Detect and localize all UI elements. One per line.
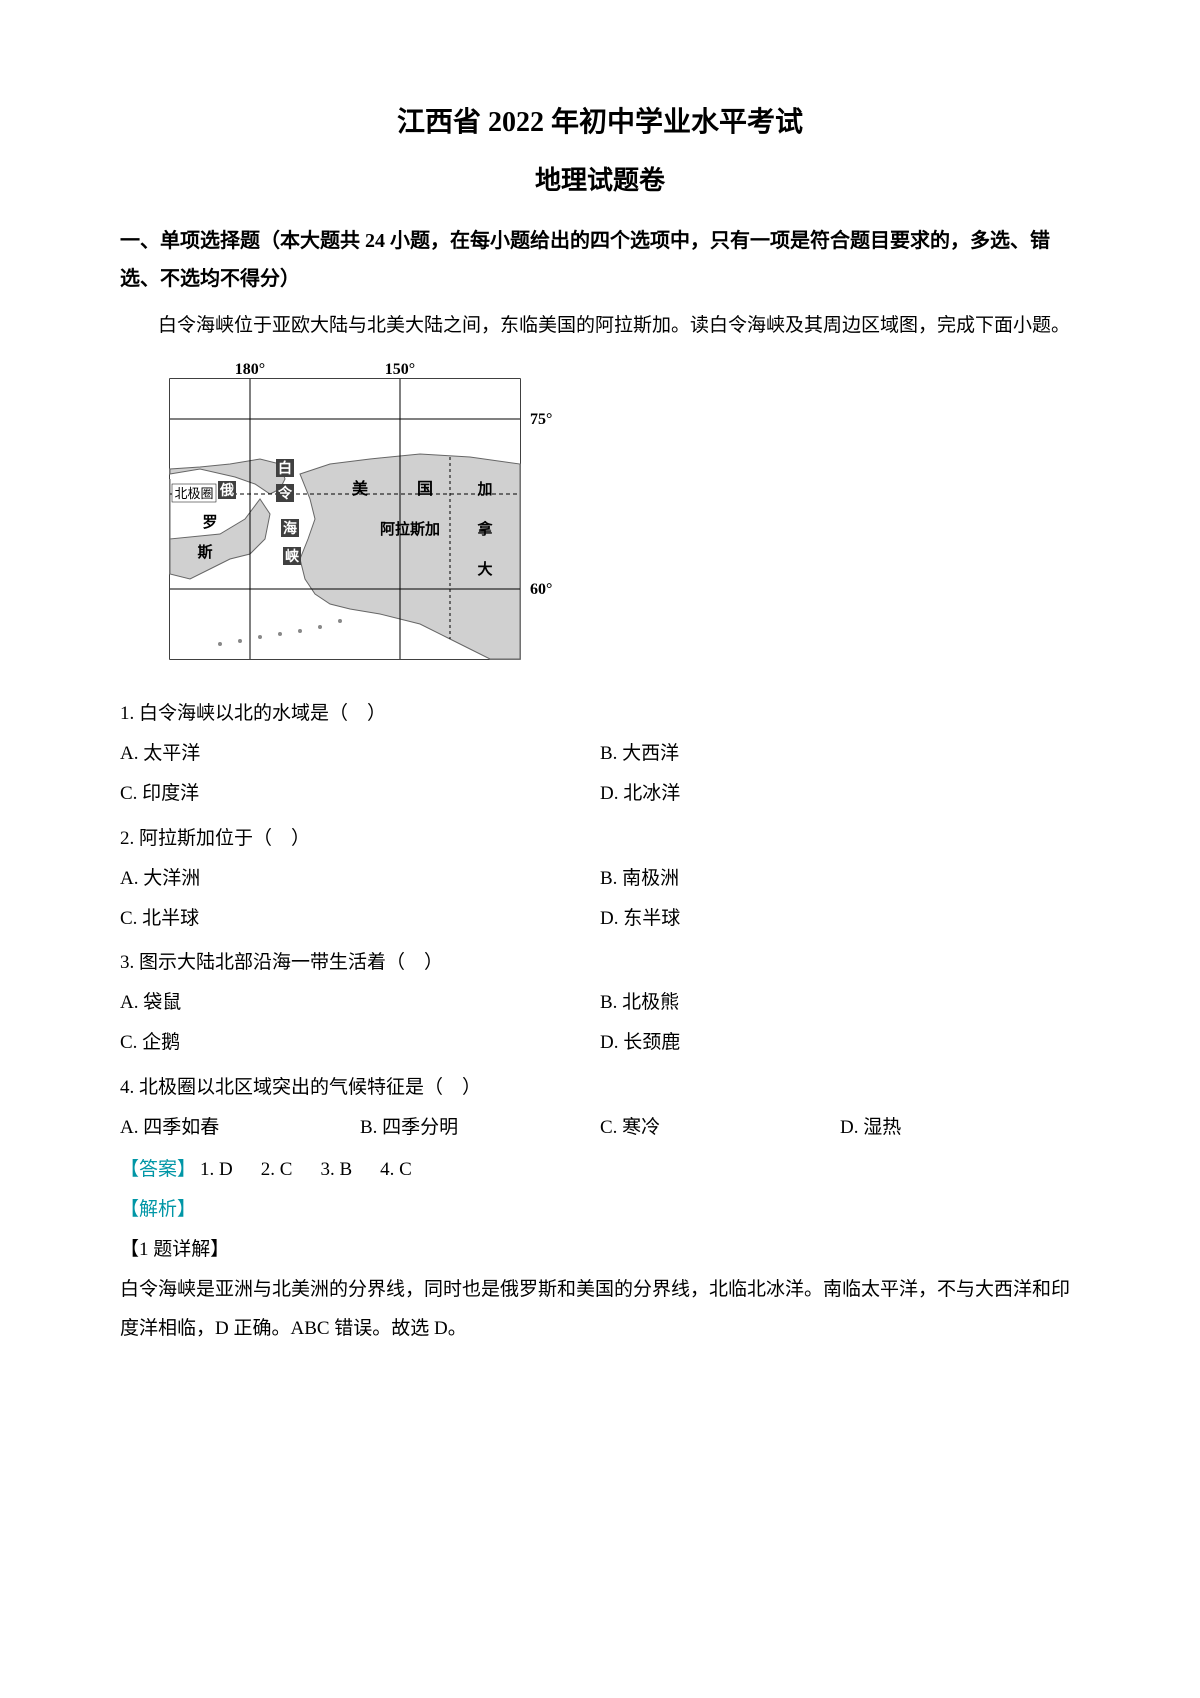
main-title: 江西省 2022 年初中学业水平考试 bbox=[120, 100, 1080, 140]
options-row: A. 太平洋B. 大西洋 bbox=[120, 734, 1080, 774]
questions-container: 1. 白令海峡以北的水域是（ ）A. 太平洋B. 大西洋C. 印度洋D. 北冰洋… bbox=[120, 694, 1080, 1148]
svg-text:大: 大 bbox=[477, 560, 492, 578]
answer-item: 4. C bbox=[380, 1159, 412, 1180]
options-row: C. 印度洋D. 北冰洋 bbox=[120, 774, 1080, 814]
option: C. 寒冷 bbox=[600, 1108, 840, 1148]
answer-item: 3. B bbox=[320, 1159, 352, 1180]
svg-text:加: 加 bbox=[476, 481, 492, 498]
svg-text:美: 美 bbox=[352, 479, 369, 498]
options-row: A. 大洋洲B. 南极洲 bbox=[120, 859, 1080, 899]
options-row: C. 北半球D. 东半球 bbox=[120, 899, 1080, 939]
svg-text:阿拉斯加: 阿拉斯加 bbox=[380, 520, 440, 538]
bering-strait-map: 180° 150° 75° 60° 北极圈 俄 罗 斯 白 令 海 峡 美 国 … bbox=[150, 359, 570, 679]
svg-text:俄: 俄 bbox=[219, 482, 234, 499]
option: D. 湿热 bbox=[840, 1108, 1080, 1148]
answer-line: 【答案】1. D 2. C 3. B 4. C bbox=[120, 1150, 1080, 1190]
svg-text:令: 令 bbox=[277, 485, 293, 502]
answer-values: 1. D 2. C 3. B 4. C bbox=[200, 1159, 440, 1180]
option: B. 大西洋 bbox=[600, 734, 1080, 774]
detail-heading: 【1 题详解】 bbox=[120, 1230, 1080, 1270]
option: A. 太平洋 bbox=[120, 734, 600, 774]
svg-text:斯: 斯 bbox=[197, 543, 212, 561]
option: C. 企鹅 bbox=[120, 1023, 600, 1063]
option: D. 北冰洋 bbox=[600, 774, 1080, 814]
svg-text:75°: 75° bbox=[530, 411, 552, 428]
question-text: 2. 阿拉斯加位于（ ） bbox=[120, 819, 1080, 859]
option: A. 大洋洲 bbox=[120, 859, 600, 899]
svg-text:60°: 60° bbox=[530, 581, 552, 598]
svg-text:峡: 峡 bbox=[285, 548, 300, 565]
option: D. 长颈鹿 bbox=[600, 1023, 1080, 1063]
option: D. 东半球 bbox=[600, 899, 1080, 939]
answer-item: 1. D bbox=[200, 1159, 233, 1180]
intro-paragraph: 白令海峡位于亚欧大陆与北美大陆之间，东临美国的阿拉斯加。读白令海峡及其周边区域图… bbox=[120, 308, 1080, 344]
section-heading: 一、单项选择题（本大题共 24 小题，在每小题给出的四个选项中，只有一项是符合题… bbox=[120, 222, 1080, 298]
svg-text:拿: 拿 bbox=[476, 520, 493, 538]
option: B. 北极熊 bbox=[600, 983, 1080, 1023]
options-row: C. 企鹅D. 长颈鹿 bbox=[120, 1023, 1080, 1063]
sub-title: 地理试题卷 bbox=[120, 160, 1080, 197]
svg-text:罗: 罗 bbox=[202, 514, 217, 531]
svg-text:180°: 180° bbox=[235, 361, 265, 378]
question-text: 1. 白令海峡以北的水域是（ ） bbox=[120, 694, 1080, 734]
option: C. 北半球 bbox=[120, 899, 600, 939]
svg-text:150°: 150° bbox=[385, 361, 415, 378]
svg-text:白: 白 bbox=[278, 460, 292, 477]
svg-text:海: 海 bbox=[283, 520, 297, 537]
options-row: A. 四季如春B. 四季分明C. 寒冷D. 湿热 bbox=[120, 1108, 1080, 1148]
answer-label: 【答案】 bbox=[120, 1159, 196, 1180]
svg-text:国: 国 bbox=[417, 480, 433, 498]
question-text: 3. 图示大陆北部沿海一带生活着（ ） bbox=[120, 943, 1080, 983]
analysis-label: 【解析】 bbox=[120, 1190, 1080, 1230]
options-row: A. 袋鼠B. 北极熊 bbox=[120, 983, 1080, 1023]
svg-text:北极圈: 北极圈 bbox=[174, 486, 213, 501]
question-text: 4. 北极圈以北区域突出的气候特征是（ ） bbox=[120, 1068, 1080, 1108]
option: B. 四季分明 bbox=[360, 1108, 600, 1148]
option: A. 四季如春 bbox=[120, 1108, 360, 1148]
answer-item: 2. C bbox=[261, 1159, 293, 1180]
map-figure: 180° 150° 75° 60° 北极圈 俄 罗 斯 白 令 海 峡 美 国 … bbox=[150, 359, 1080, 679]
option: B. 南极洲 bbox=[600, 859, 1080, 899]
detail-text: 白令海峡是亚洲与北美洲的分界线，同时也是俄罗斯和美国的分界线，北临北冰洋。南临太… bbox=[120, 1270, 1080, 1350]
option: A. 袋鼠 bbox=[120, 983, 600, 1023]
option: C. 印度洋 bbox=[120, 774, 600, 814]
